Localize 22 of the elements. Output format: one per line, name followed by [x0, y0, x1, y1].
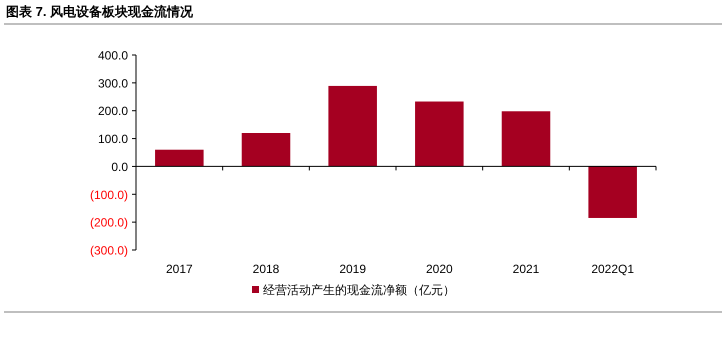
- y-tick-label: 200.0: [98, 104, 128, 118]
- y-tick-label: 0.0: [111, 160, 128, 174]
- x-tick-label: 2021: [512, 262, 540, 276]
- y-tick-label: 400.0: [98, 48, 128, 62]
- legend-label: 经营活动产生的现金流净额（亿元）: [263, 283, 455, 297]
- bar: [155, 150, 204, 166]
- y-tick-label: (100.0): [90, 188, 128, 202]
- bar: [502, 111, 550, 166]
- x-tick-label: 2018: [252, 262, 280, 276]
- x-tick-label: 2020: [426, 262, 454, 276]
- x-tick-label: 2019: [339, 262, 366, 276]
- y-tick-label: (300.0): [90, 244, 128, 258]
- x-tick-label: 2022Q1: [591, 262, 634, 276]
- bar: [415, 102, 464, 166]
- bar: [328, 86, 377, 166]
- chart-title: 图表 7. 风电设备板块现金流情况: [6, 4, 194, 19]
- y-tick-label: (200.0): [90, 216, 128, 230]
- x-tick-label: 2017: [166, 262, 194, 276]
- bar: [588, 166, 637, 218]
- bar: [242, 133, 290, 166]
- y-tick-label: 300.0: [98, 76, 128, 90]
- y-tick-label: 100.0: [98, 132, 128, 146]
